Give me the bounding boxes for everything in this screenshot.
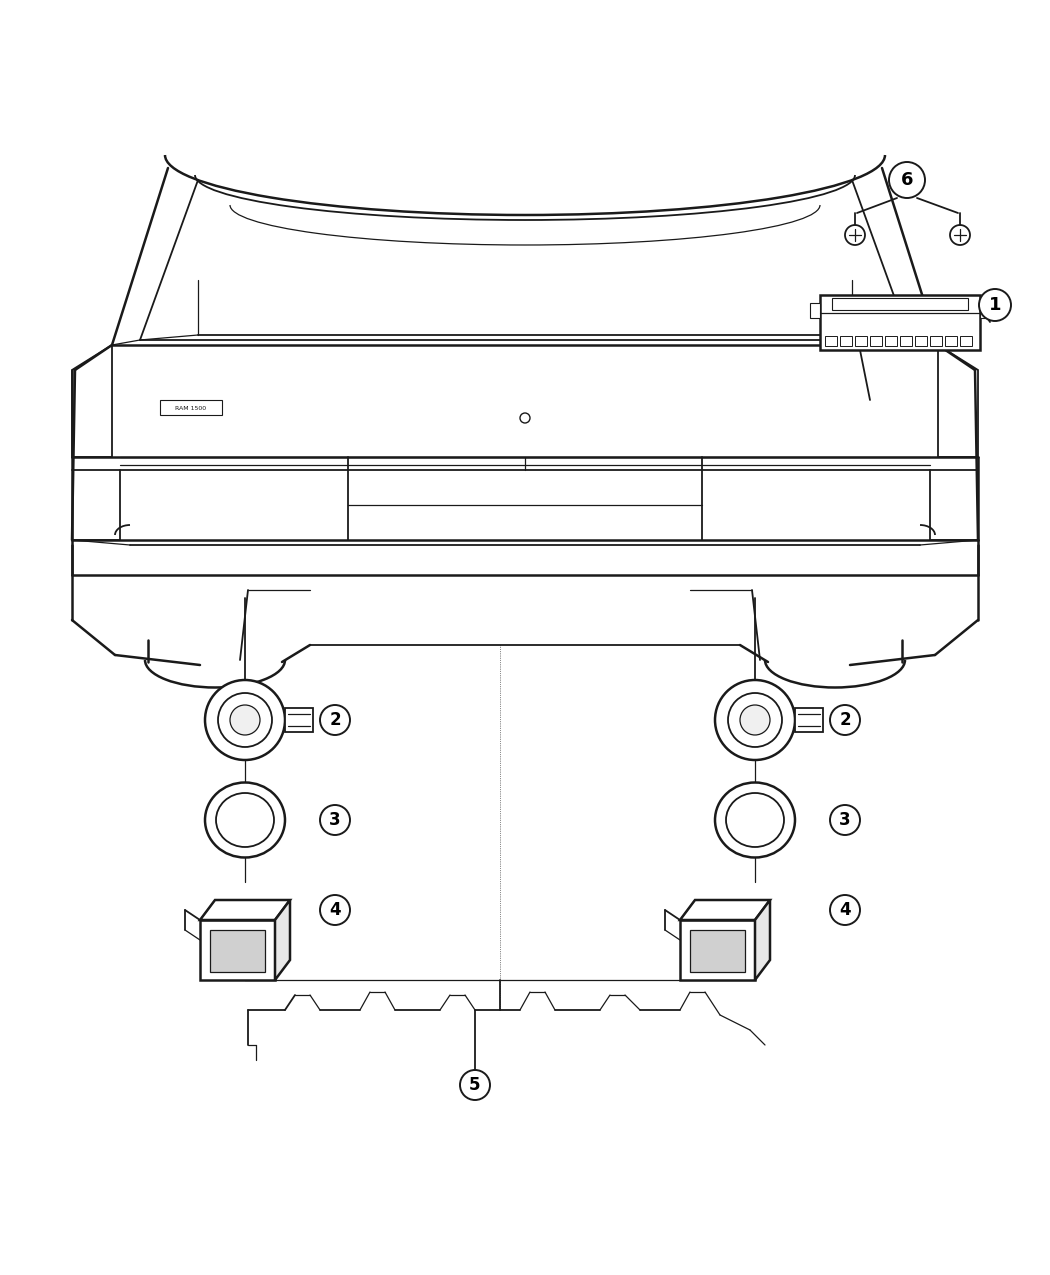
Text: 4: 4 <box>330 901 341 919</box>
Circle shape <box>218 694 272 747</box>
Polygon shape <box>210 929 265 972</box>
Text: 2: 2 <box>330 711 341 729</box>
Bar <box>870 337 882 346</box>
Bar <box>960 337 972 346</box>
Bar <box>900 337 912 346</box>
Bar <box>825 337 837 346</box>
Ellipse shape <box>216 793 274 847</box>
Polygon shape <box>690 929 746 972</box>
Polygon shape <box>680 921 755 980</box>
Bar <box>832 298 968 310</box>
Text: 3: 3 <box>330 811 341 829</box>
Circle shape <box>320 705 350 734</box>
Circle shape <box>740 705 770 734</box>
Bar <box>285 708 313 732</box>
Polygon shape <box>200 900 290 921</box>
Text: 6: 6 <box>901 171 914 189</box>
Ellipse shape <box>726 793 784 847</box>
Circle shape <box>830 705 860 734</box>
Circle shape <box>950 224 970 245</box>
Circle shape <box>460 1070 490 1100</box>
Circle shape <box>979 289 1011 321</box>
Circle shape <box>230 705 260 734</box>
Circle shape <box>320 895 350 924</box>
Circle shape <box>830 895 860 924</box>
Circle shape <box>845 224 865 245</box>
Text: 5: 5 <box>469 1076 481 1094</box>
Circle shape <box>889 162 925 198</box>
Bar <box>820 295 980 351</box>
Text: 2: 2 <box>839 711 850 729</box>
Bar <box>840 337 852 346</box>
Ellipse shape <box>715 783 795 858</box>
Bar <box>160 400 222 414</box>
Bar <box>810 303 820 317</box>
Circle shape <box>205 680 285 760</box>
Text: 4: 4 <box>839 901 850 919</box>
Polygon shape <box>200 921 275 980</box>
Bar <box>930 337 942 346</box>
Circle shape <box>728 694 782 747</box>
Text: RAM 1500: RAM 1500 <box>175 405 207 411</box>
Bar <box>980 303 990 317</box>
Bar <box>945 337 957 346</box>
Polygon shape <box>938 346 978 456</box>
Polygon shape <box>755 900 770 980</box>
Polygon shape <box>680 900 770 921</box>
Polygon shape <box>275 900 290 980</box>
Text: 3: 3 <box>839 811 850 829</box>
Text: 1: 1 <box>989 296 1002 314</box>
Circle shape <box>320 805 350 835</box>
Bar <box>885 337 897 346</box>
Circle shape <box>715 680 795 760</box>
Bar <box>915 337 927 346</box>
Polygon shape <box>72 346 112 456</box>
Bar <box>855 337 867 346</box>
Ellipse shape <box>205 783 285 858</box>
Circle shape <box>830 805 860 835</box>
Circle shape <box>520 413 530 423</box>
Bar <box>795 708 823 732</box>
